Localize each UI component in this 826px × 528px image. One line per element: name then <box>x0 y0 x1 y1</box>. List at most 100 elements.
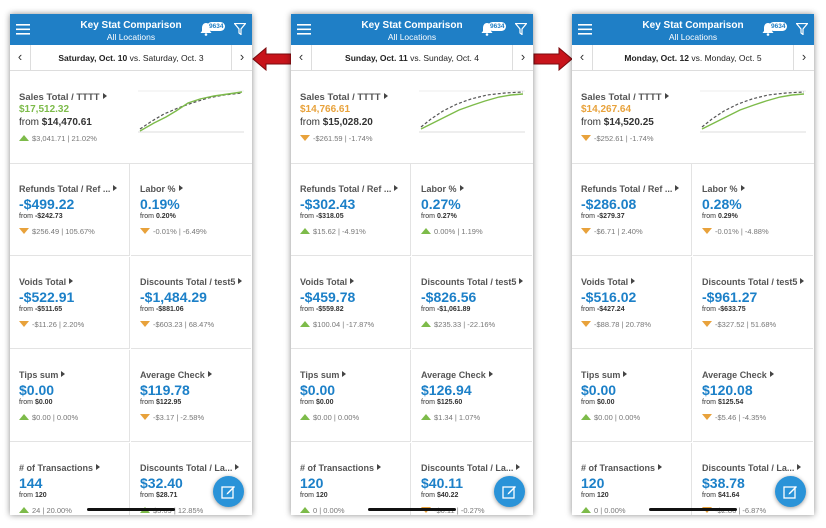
nav-arrow-right <box>533 47 573 71</box>
stat-value: $32.40 <box>140 475 183 491</box>
stat-tile[interactable]: Tips sum $0.00 from $0.00 $0.00 | 0.00% <box>572 350 692 442</box>
filter-button[interactable] <box>796 23 808 35</box>
from-label: from <box>140 213 154 220</box>
previous-day-button[interactable]: ‹ <box>10 45 31 70</box>
stat-tile[interactable]: Discounts Total / test5 -$961.27 from -$63… <box>693 257 813 349</box>
current-date: Saturday, Oct. 10 <box>58 53 128 63</box>
sales-delta-text: $3,041.71 | 21.02% <box>32 134 97 143</box>
stat-delta-text: 24 | 20.00% <box>32 506 72 515</box>
stat-delta: $0.00 | 0.00% <box>581 413 640 422</box>
stat-delta-text: -$11.26 | 2.20% <box>32 320 85 329</box>
sales-section[interactable]: Sales Total / TTTT $17,512.32 from $14,470… <box>10 71 252 164</box>
stat-prior-value: $0.00 <box>34 399 53 406</box>
trend-arrow <box>300 228 310 234</box>
stat-label-text: Voids Total <box>300 277 348 287</box>
stat-prior-value: $28.71 <box>155 492 178 499</box>
from-label: from <box>421 306 435 313</box>
trend-arrow <box>702 228 712 234</box>
from-label: from <box>300 117 320 128</box>
stat-delta-text: -$3.17 | -2.58% <box>153 413 205 422</box>
date-bar: ‹ Monday, Oct. 12 vs. Monday, Oct. 5 › <box>572 45 814 71</box>
next-day-button[interactable]: › <box>231 45 252 70</box>
stat-tile[interactable]: Labor % 0.27% from 0.27% 0.00% | 1.19% <box>412 164 532 256</box>
stat-prior-value: -$279.37 <box>596 213 625 220</box>
from-label: from <box>421 399 435 406</box>
edit-button[interactable] <box>213 476 244 507</box>
header-subtitle: All Locations <box>387 32 437 42</box>
from-label: from <box>300 492 314 499</box>
stat-prior: from 120 <box>581 492 609 499</box>
stat-tile[interactable]: Labor % 0.28% from 0.29% -0.01% | -4.88% <box>693 164 813 256</box>
stat-delta-text: -0.01% | -6.49% <box>153 227 207 236</box>
filter-button[interactable] <box>234 23 246 35</box>
stat-label-text: Voids Total <box>581 277 629 287</box>
stat-delta-text: $256.49 | 105.67% <box>32 227 95 236</box>
stat-label-text: Voids Total <box>19 277 67 287</box>
stat-tile[interactable]: Average Check $119.78 from $122.95 -$3.17 |… <box>131 350 251 442</box>
edit-button[interactable] <box>494 476 525 507</box>
stat-tile[interactable]: # of Transactions 120 from 120 0 | 0.00% <box>572 443 692 515</box>
stat-tile[interactable]: Refunds Total / Ref ... -$499.22 from -$24… <box>10 164 130 256</box>
menu-button[interactable] <box>16 23 30 35</box>
from-label: from <box>702 399 716 406</box>
stat-tile[interactable]: Tips sum $0.00 from $0.00 $0.00 | 0.00% <box>10 350 130 442</box>
stat-tile[interactable]: Refunds Total / Ref ... -$302.43 from -$31… <box>291 164 411 256</box>
sales-section[interactable]: Sales Total / TTTT $14,766.61 from $15,028… <box>291 71 533 164</box>
date-comparison: Sunday, Oct. 11 vs. Sunday, Oct. 4 <box>311 53 513 63</box>
stat-label: Tips sum <box>581 370 628 380</box>
stat-prior-value: 120 <box>315 492 328 499</box>
from-label: from <box>702 306 716 313</box>
previous-day-button[interactable]: ‹ <box>291 45 312 70</box>
stat-delta-text: -$6.71 | 2.40% <box>594 227 643 236</box>
sales-section[interactable]: Sales Total / TTTT $14,267.64 from $14,520… <box>572 71 814 164</box>
stat-value: -$459.78 <box>300 289 356 305</box>
stat-tile[interactable]: Discounts Total / La... $38.78 from $41.64… <box>693 443 813 515</box>
stat-value: $0.00 <box>581 382 617 398</box>
stat-tile[interactable]: Refunds Total / Ref ... -$286.08 from -$27… <box>572 164 692 256</box>
stat-delta-text: -0.01% | -4.88% <box>715 227 769 236</box>
from-label: from <box>19 492 33 499</box>
stat-delta: $1.34 | 1.07% <box>421 413 480 422</box>
stat-tile[interactable]: # of Transactions 144 from 120 24 | 20.00% <box>10 443 130 515</box>
edit-button[interactable] <box>775 476 806 507</box>
stat-prior-value: 0.20% <box>155 213 176 220</box>
menu-button[interactable] <box>578 23 592 35</box>
stat-tile[interactable]: Voids Total -$459.78 from -$559.82 $100.04 … <box>291 257 411 349</box>
stat-prior: from -$1,061.89 <box>421 306 470 313</box>
stat-prior-value: $125.60 <box>436 399 463 406</box>
next-day-button[interactable]: › <box>793 45 814 70</box>
stat-value: 120 <box>581 475 605 491</box>
menu-button[interactable] <box>297 23 311 35</box>
stat-prior: from -$881.06 <box>140 306 184 313</box>
stat-label: # of Transactions <box>300 463 382 473</box>
sales-delta: -$261.59 | -1.74% <box>300 134 373 143</box>
stat-delta-text: $100.04 | -17.87% <box>313 320 375 329</box>
detail-indicator <box>623 371 628 377</box>
filter-button[interactable] <box>515 23 527 35</box>
trend-arrow <box>702 414 712 420</box>
phone-screen: Key Stat Comparison All Locations 9634 ‹ Sat… <box>10 14 252 515</box>
from-label: from <box>140 306 154 313</box>
stat-label: # of Transactions <box>581 463 663 473</box>
trend-arrow <box>19 507 29 513</box>
stat-label: Discounts Total / La... <box>702 463 802 473</box>
stat-tile[interactable]: Average Check $120.08 from $125.54 -$5.46 |… <box>693 350 813 442</box>
stat-tile[interactable]: Labor % 0.19% from 0.20% -0.01% | -6.49% <box>131 164 251 256</box>
sales-value: $17,512.32 <box>19 104 70 115</box>
stat-tile[interactable]: # of Transactions 120 from 120 0 | 0.00% <box>291 443 411 515</box>
trend-arrow <box>421 228 431 234</box>
stat-tile[interactable]: Tips sum $0.00 from $0.00 $0.00 | 0.00% <box>291 350 411 442</box>
next-day-button[interactable]: › <box>512 45 533 70</box>
previous-day-button[interactable]: ‹ <box>572 45 593 70</box>
stat-tile[interactable]: Voids Total -$516.02 from -$427.24 -$88.78 … <box>572 257 692 349</box>
trend-arrow <box>581 135 591 141</box>
stat-label: Discounts Total / test5 <box>702 277 805 287</box>
stat-tile[interactable]: Discounts Total / test5 -$826.56 from -$1,… <box>412 257 532 349</box>
stat-tile[interactable]: Voids Total -$522.91 from -$511.65 -$11.26 … <box>10 257 130 349</box>
sales-prior-value: $14,470.61 <box>41 117 92 128</box>
detail-indicator <box>96 464 101 470</box>
stat-label: Refunds Total / Ref ... <box>300 184 399 194</box>
stat-value: $126.94 <box>421 382 472 398</box>
stat-tile[interactable]: Average Check $126.94 from $125.60 $1.34 | … <box>412 350 532 442</box>
stat-tile[interactable]: Discounts Total / test5 -$1,484.29 from -$… <box>131 257 251 349</box>
